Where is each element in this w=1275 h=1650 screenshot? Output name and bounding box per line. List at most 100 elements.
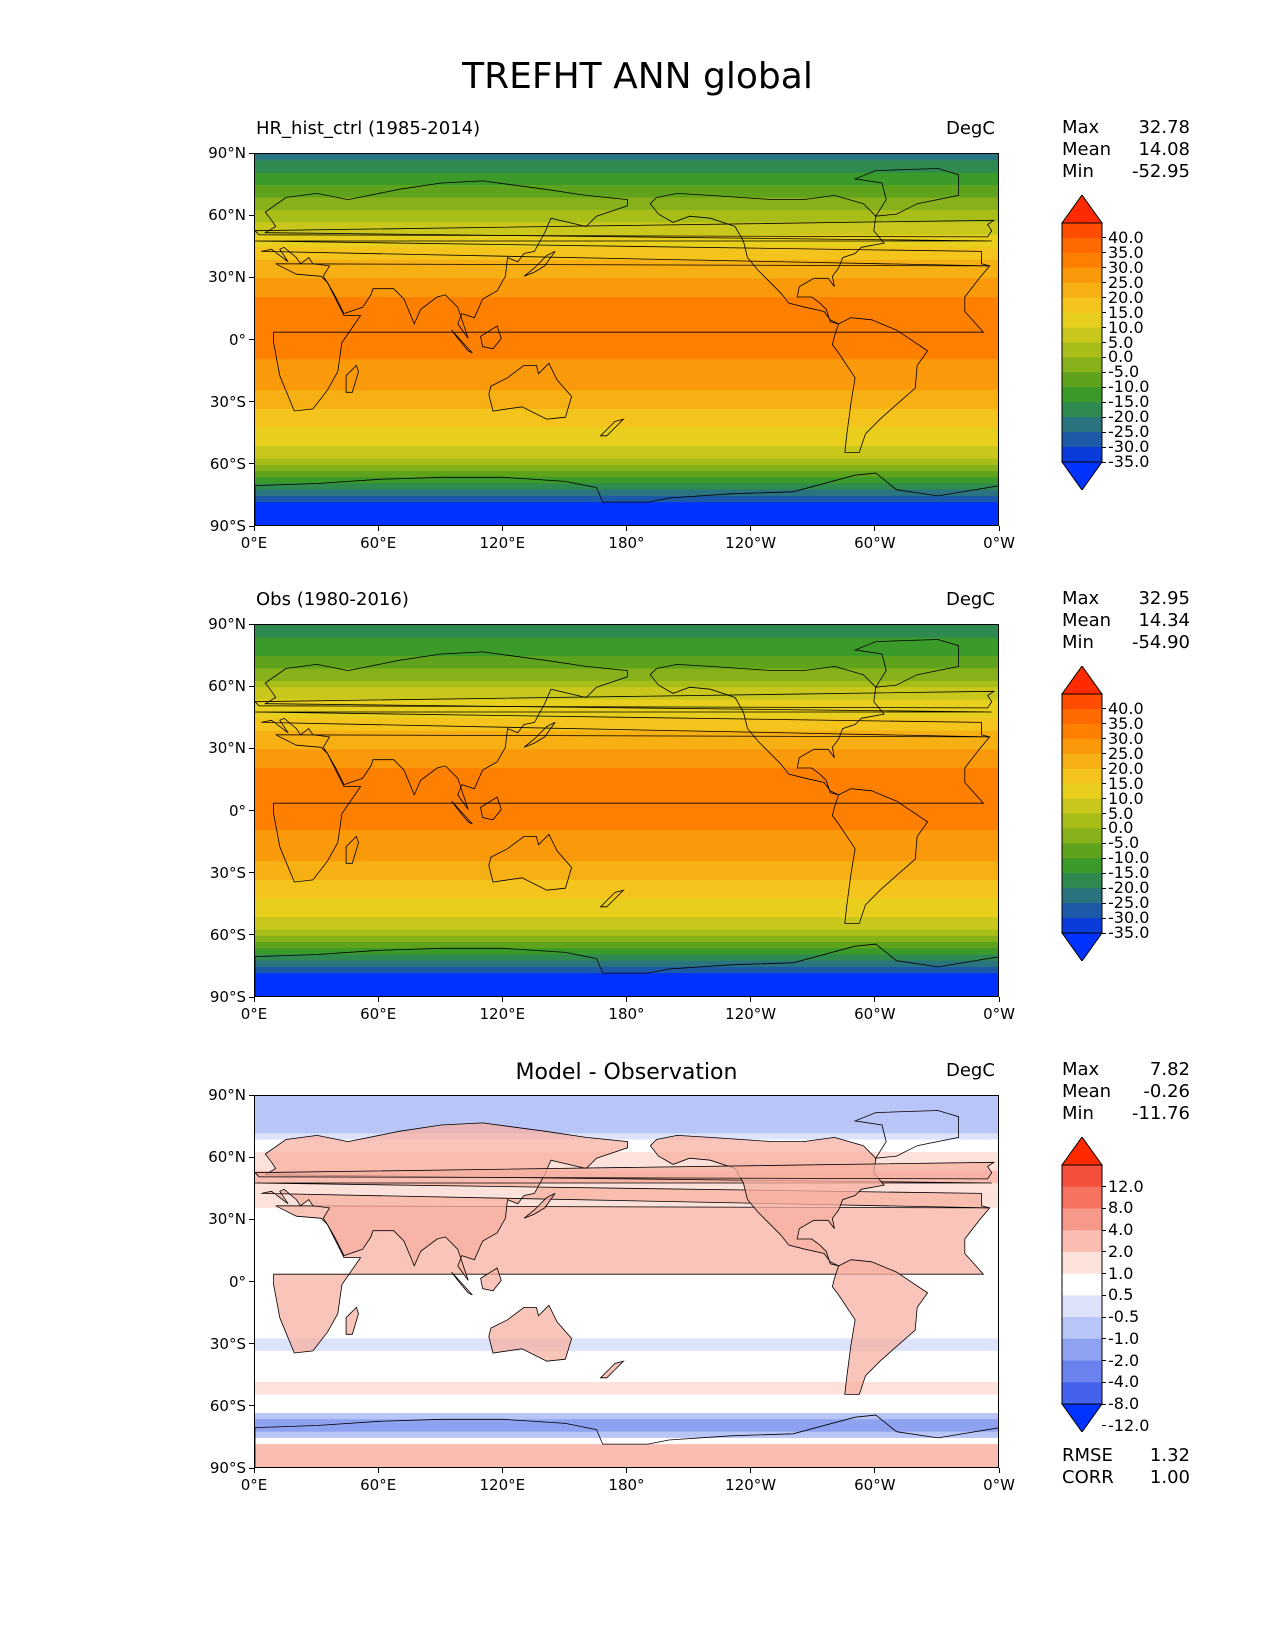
zonal-band: [255, 458, 998, 466]
colorbar-label: 2.0: [1108, 1241, 1134, 1261]
zonal-band: [255, 1431, 998, 1439]
colorbar-tick: [1102, 1229, 1106, 1231]
colorbar-label: -5.0: [1108, 362, 1140, 382]
zonal-band: [255, 154, 998, 161]
colorbar-label: 40.0: [1108, 698, 1144, 718]
colorbar-label: 15.0: [1108, 773, 1144, 793]
zonal-band: [255, 396, 998, 404]
colorbar-tick: [1102, 708, 1106, 710]
colorbar-extend-bottom: [1061, 1403, 1103, 1432]
zonal-band: [255, 985, 998, 993]
colorbar-label: -25.0: [1108, 422, 1150, 442]
x-tick-mark: [501, 1468, 503, 1473]
zonal-band: [255, 365, 998, 373]
zonal-band: [255, 1437, 998, 1445]
zonal-band: [255, 836, 998, 844]
y-tick-mark: [249, 339, 254, 340]
coastline: [853, 168, 959, 217]
colorbar-label: -1.0: [1108, 1328, 1140, 1348]
map-svg: [255, 154, 998, 525]
x-tick-mark: [998, 1468, 1000, 1473]
x-tick-mark: [874, 526, 876, 531]
zonal-band: [255, 1326, 998, 1333]
colorbar-segment: [1062, 858, 1102, 874]
zonal-band: [255, 259, 998, 267]
colorbar-label: -35.0: [1108, 923, 1150, 942]
x-tick-label: 60°E: [360, 534, 397, 552]
zonal-band: [255, 253, 998, 261]
colorbar-tick: [1102, 282, 1106, 284]
zonal-band: [255, 892, 998, 900]
colorbar-segment: [1062, 327, 1102, 343]
colorbar-label: 35.0: [1108, 242, 1144, 262]
min-value: -54.90: [1131, 632, 1190, 653]
zonal-band: [255, 712, 998, 719]
colorbar-segment: [1062, 432, 1102, 448]
colorbar-segment: [1062, 798, 1102, 814]
zonal-band: [255, 755, 998, 763]
zonal-band: [255, 1462, 998, 1467]
colorbar-tick: [1102, 738, 1106, 740]
x-tick-mark: [377, 997, 379, 1002]
colorbar-segment: [1062, 843, 1102, 859]
x-tick-mark: [253, 526, 255, 531]
y-tick-label: 0°: [228, 801, 246, 820]
zonal-band: [255, 1158, 998, 1165]
x-tick-label: 60°W: [854, 534, 896, 552]
y-tick-mark: [249, 623, 254, 625]
zonal-band: [255, 910, 998, 918]
colorbar-tick: [1102, 401, 1106, 403]
coastline: [451, 1271, 473, 1296]
colorbar-tick: [1102, 356, 1106, 358]
colorbar-label: -4.0: [1108, 1372, 1140, 1392]
y-tick-mark: [249, 872, 254, 874]
coastline: [255, 180, 992, 339]
colorbar-tick: [1102, 932, 1106, 934]
coastline: [255, 1161, 996, 1180]
zonal-band: [255, 1456, 998, 1464]
y-tick-mark: [249, 1281, 254, 1282]
x-tick-mark: [998, 997, 1000, 1002]
colorbar-label: 5.0: [1108, 332, 1134, 352]
zonal-band: [255, 1313, 998, 1321]
colorbar-tick: [1102, 267, 1106, 269]
colorbar-segment: [1062, 918, 1102, 934]
y-tick-mark: [249, 1218, 254, 1220]
x-tick-mark: [750, 1468, 752, 1473]
zonal-band: [255, 1332, 998, 1340]
zonal-band: [255, 1276, 998, 1284]
colorbar-label: -10.0: [1108, 848, 1150, 868]
colorbar-label: -2.0: [1108, 1350, 1140, 1370]
zonal-band: [255, 1301, 998, 1308]
corr-label: CORR: [1062, 1467, 1114, 1488]
x-tick-label: 0°W: [983, 1005, 1015, 1023]
colorbar-segment: [1062, 723, 1102, 740]
zonal-band: [255, 687, 998, 694]
colorbar-segment: [1062, 1382, 1102, 1405]
colorbar-tick: [1102, 252, 1106, 254]
colorbar-segment: [1062, 1165, 1102, 1188]
colorbar-tick: [1102, 1381, 1106, 1383]
colorbar: [1060, 666, 1106, 961]
y-tick-mark: [249, 1343, 254, 1345]
zonal-band: [255, 439, 998, 447]
map-svg: [255, 625, 998, 996]
coastline: [273, 263, 991, 412]
colorbar-label: 25.0: [1108, 272, 1144, 292]
coastline: [488, 362, 573, 420]
zonal-band: [255, 904, 998, 912]
colorbar-tick: [1102, 1186, 1106, 1188]
zonal-band: [255, 309, 998, 317]
x-tick-mark: [626, 1468, 627, 1473]
zonal-band: [255, 1096, 998, 1103]
y-tick-mark: [249, 152, 254, 154]
zonal-band: [255, 1375, 998, 1383]
colorbar-segment: [1062, 417, 1102, 433]
min-label: Min: [1062, 632, 1094, 653]
colorbar-label: -10.0: [1108, 377, 1150, 397]
x-tick-label: 60°E: [360, 1476, 397, 1494]
zonal-band: [255, 228, 998, 236]
colorbar-tick: [1102, 1273, 1106, 1275]
y-tick-mark: [249, 810, 254, 811]
colorbar-tick: [1102, 237, 1106, 239]
